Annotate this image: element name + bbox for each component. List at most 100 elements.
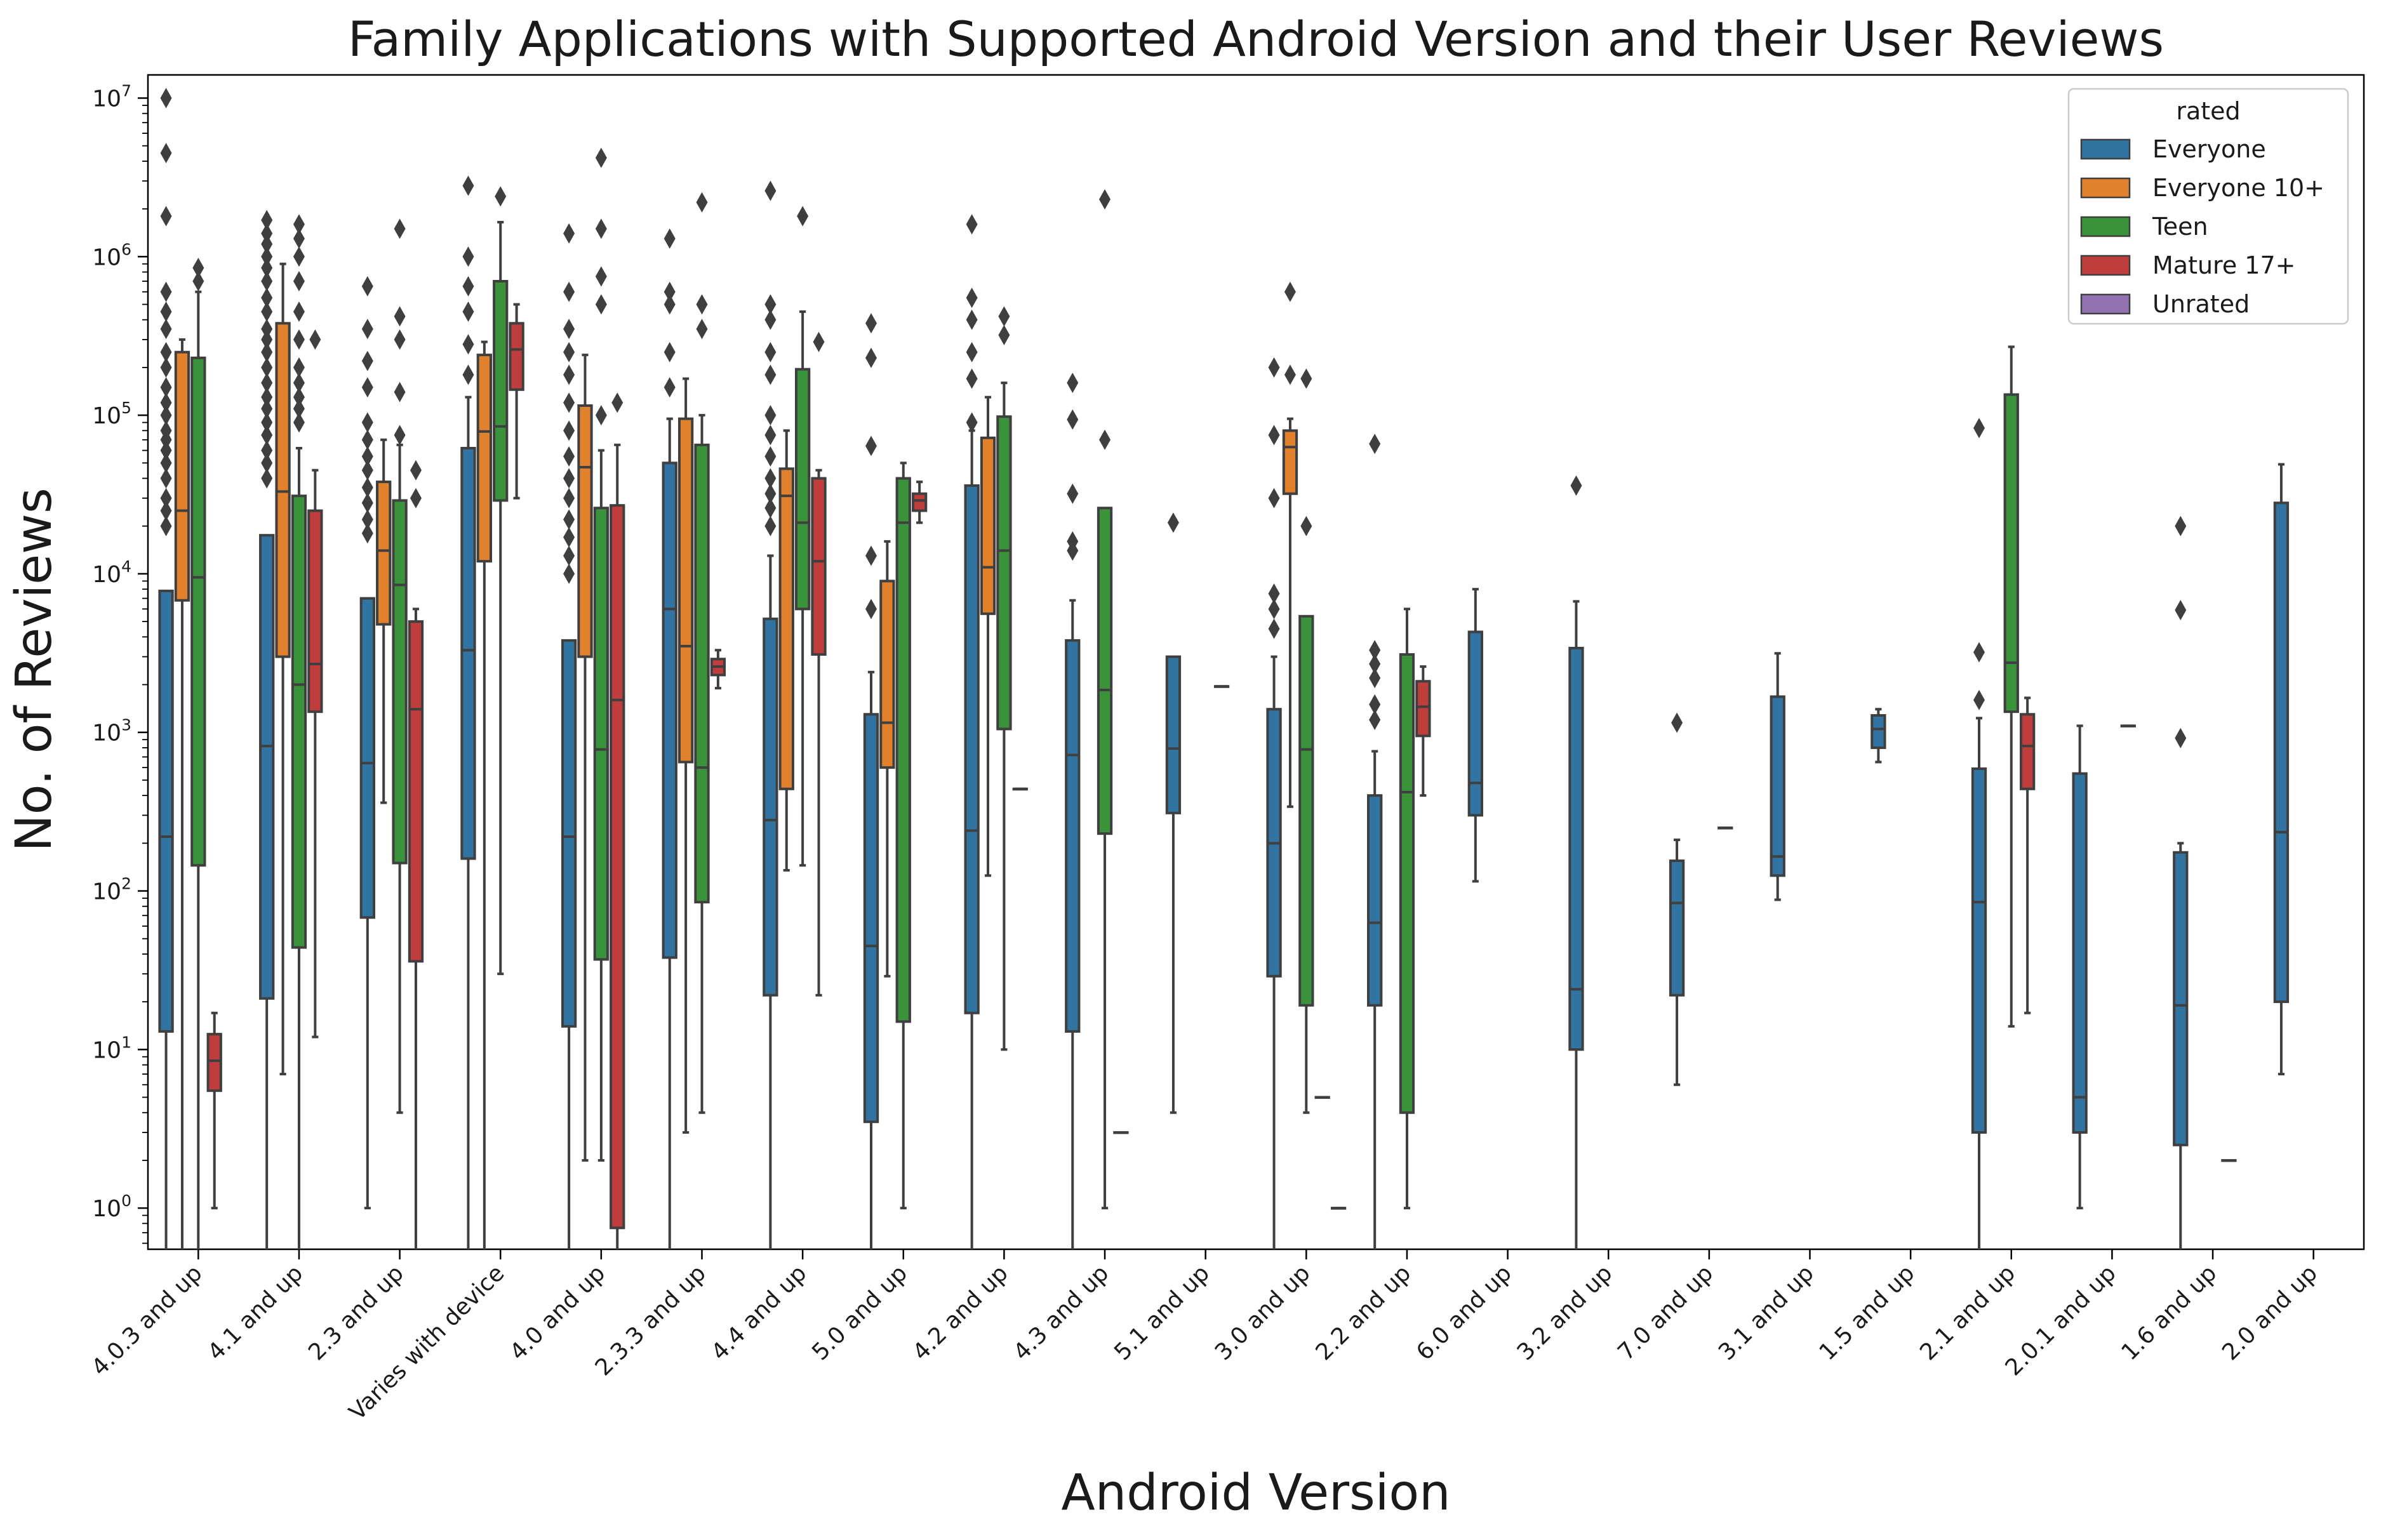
box-iqr bbox=[1871, 714, 1886, 749]
outlier-point bbox=[563, 563, 575, 584]
legend-swatch bbox=[2080, 138, 2131, 160]
outlier-point bbox=[410, 460, 422, 481]
outlier-point bbox=[293, 412, 305, 433]
outlier-point bbox=[865, 435, 877, 456]
outlier-point bbox=[1268, 488, 1280, 508]
outlier-point bbox=[865, 599, 877, 620]
outlier-point bbox=[361, 276, 373, 297]
outlier-point bbox=[595, 147, 607, 168]
chart-title: Family Applications with Supported Andro… bbox=[348, 11, 2164, 67]
outlier-point bbox=[160, 377, 172, 398]
outlier-point bbox=[293, 228, 305, 249]
outlier-point bbox=[595, 294, 607, 315]
outlier-point bbox=[1099, 429, 1111, 450]
box-iqr bbox=[2072, 772, 2088, 1134]
box-iqr bbox=[794, 368, 811, 611]
legend-swatch bbox=[2080, 216, 2131, 237]
x-tick-label: 1.5 and up bbox=[1815, 1260, 1920, 1365]
legend-swatch bbox=[2080, 177, 2131, 199]
box-everyone-19 bbox=[2072, 724, 2088, 1210]
outlier-point bbox=[611, 392, 624, 413]
outlier-point bbox=[1973, 418, 1985, 439]
outlier-point bbox=[998, 324, 1010, 345]
outlier-point bbox=[462, 246, 474, 267]
box-mature-17--10 bbox=[1213, 685, 1230, 688]
box-everyone-18 bbox=[1971, 418, 1987, 1249]
y-tick-base: 10 bbox=[92, 403, 121, 429]
outlier-point bbox=[261, 257, 273, 278]
outlier-point bbox=[1268, 357, 1280, 378]
legend-label: Unrated bbox=[2152, 290, 2250, 318]
outlier-point bbox=[160, 420, 172, 441]
outlier-point bbox=[2175, 727, 2187, 748]
y-tick-base: 10 bbox=[92, 720, 121, 747]
outlier-point bbox=[764, 483, 777, 504]
box-iqr bbox=[879, 580, 895, 769]
box-teen-7 bbox=[895, 461, 911, 1210]
outlier-point bbox=[1973, 642, 1985, 663]
box-teen-1 bbox=[291, 214, 307, 1249]
legend-item: Everyone 10+ bbox=[2080, 174, 2324, 202]
box-mature-17--18 bbox=[2020, 696, 2036, 1014]
y-tick-label: 107 bbox=[92, 82, 131, 112]
x-tick-label: 1.6 and up bbox=[2117, 1260, 2222, 1365]
box-mature-17--6 bbox=[811, 331, 827, 997]
x-tick-label: 2.2 and up bbox=[1311, 1260, 1416, 1365]
outlier-point bbox=[361, 509, 373, 530]
box-everyone-6 bbox=[763, 180, 778, 1249]
outlier-point bbox=[261, 398, 273, 419]
x-tick-label: 3.1 and up bbox=[1714, 1260, 1819, 1365]
box-iqr bbox=[392, 499, 408, 865]
y-tick-label: 105 bbox=[92, 399, 131, 429]
legend-item: Unrated bbox=[2080, 290, 2250, 318]
legend-swatch bbox=[2080, 255, 2131, 276]
outlier-point bbox=[966, 214, 978, 235]
y-tick-base: 10 bbox=[92, 1037, 121, 1063]
outlier-point bbox=[998, 306, 1010, 327]
box-everyone-9 bbox=[1065, 373, 1081, 1249]
y-tick-base: 10 bbox=[92, 244, 121, 270]
outlier-point bbox=[1268, 425, 1280, 446]
box-iqr bbox=[980, 436, 996, 615]
box-iqr bbox=[1415, 680, 1431, 738]
outlier-point bbox=[563, 223, 575, 244]
outlier-point bbox=[1284, 364, 1296, 385]
outlier-point bbox=[1570, 475, 1582, 496]
box-everyone-14 bbox=[1568, 475, 1584, 1249]
box-iqr bbox=[610, 504, 625, 1230]
box-everyone-0 bbox=[158, 88, 174, 1249]
outlier-point bbox=[595, 405, 607, 426]
outlier-point bbox=[160, 301, 172, 322]
outlier-point bbox=[563, 488, 575, 508]
outlier-point bbox=[160, 488, 172, 508]
x-tick-label: 2.0 and up bbox=[2217, 1260, 2323, 1365]
box-mature-17--20 bbox=[2221, 1158, 2237, 1162]
outlier-point bbox=[764, 405, 777, 426]
outlier-point bbox=[261, 440, 273, 461]
outlier-point bbox=[764, 498, 777, 519]
box-iqr bbox=[593, 507, 610, 961]
outlier-point bbox=[563, 527, 575, 548]
box-iqr bbox=[376, 481, 392, 626]
x-tick-label: 4.4 and up bbox=[707, 1260, 812, 1365]
box-everyone-17 bbox=[1871, 708, 1886, 764]
outlier-point bbox=[462, 301, 474, 322]
x-tick-label: 7.0 and up bbox=[1613, 1260, 1718, 1365]
box-everyone-7 bbox=[863, 313, 879, 1249]
outlier-point bbox=[293, 329, 305, 350]
outlier-point bbox=[1067, 373, 1079, 394]
outlier-point bbox=[361, 429, 373, 450]
x-tick-label: 4.2 and up bbox=[908, 1260, 1013, 1365]
outlier-point bbox=[495, 186, 507, 207]
box-iqr bbox=[2273, 501, 2290, 1004]
box-everyone-10--5 bbox=[677, 377, 694, 1134]
outlier-point bbox=[261, 288, 273, 309]
outlier-point bbox=[1067, 483, 1079, 504]
outlier-point bbox=[664, 377, 676, 398]
outlier-point bbox=[563, 446, 575, 467]
outlier-point bbox=[764, 309, 777, 330]
outlier-point bbox=[966, 412, 978, 433]
outlier-point bbox=[394, 425, 406, 446]
